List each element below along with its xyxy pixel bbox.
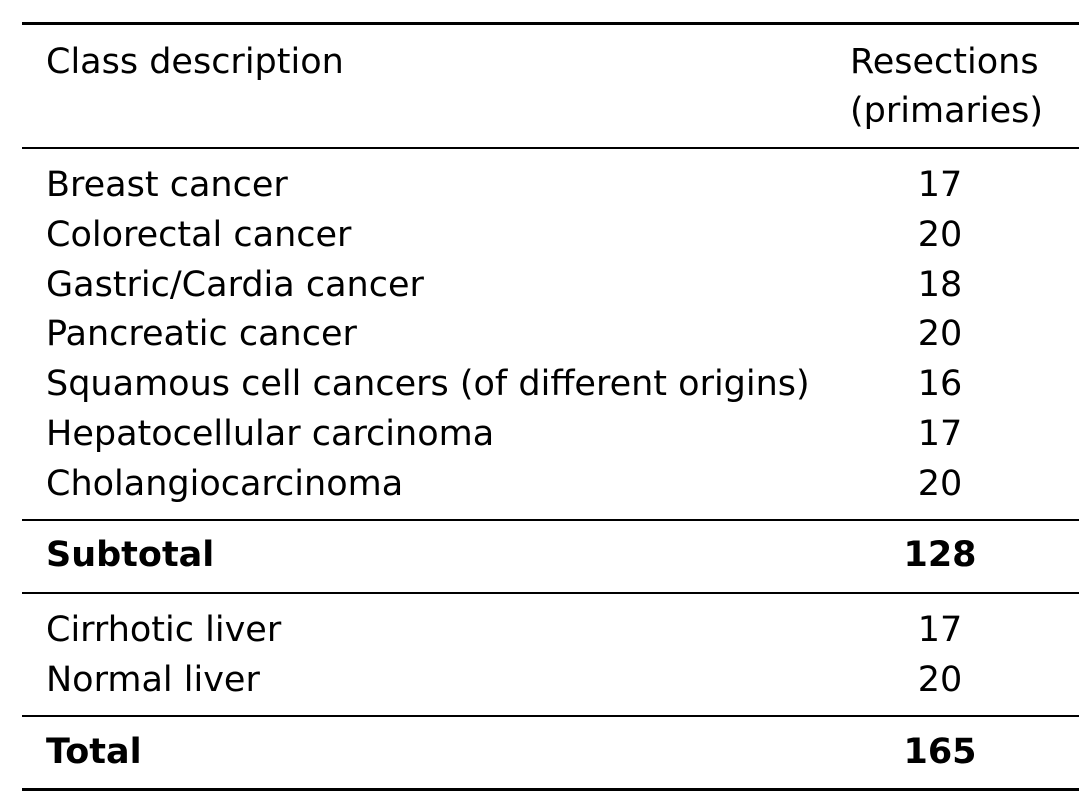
total-rule xyxy=(22,715,1079,717)
subtotal-label: Subtotal xyxy=(46,535,215,575)
header-rule xyxy=(22,147,1079,149)
header-resections: Resections xyxy=(850,42,1039,82)
total-label: Total xyxy=(46,732,142,772)
table-row-value: 20 xyxy=(917,660,963,700)
table-row-label: Normal liver xyxy=(46,660,260,700)
header-primaries: (primaries) xyxy=(850,91,1044,131)
table-row-value: 18 xyxy=(917,265,963,305)
table-row-label: Colorectal cancer xyxy=(46,215,352,255)
table-row-value: 20 xyxy=(917,215,963,255)
header-class-description: Class description xyxy=(46,42,344,82)
table-row-value: 20 xyxy=(917,314,963,354)
bottom-rule xyxy=(22,788,1079,791)
subtotal-value: 128 xyxy=(903,535,977,575)
liver-rule xyxy=(22,592,1079,594)
total-value: 165 xyxy=(903,732,977,772)
table-row-label: Cholangiocarcinoma xyxy=(46,464,404,504)
table-row-value: 16 xyxy=(917,364,963,404)
table-row-value: 20 xyxy=(917,464,963,504)
table-row-label: Gastric/Cardia cancer xyxy=(46,265,424,305)
table-row-value: 17 xyxy=(917,414,963,454)
table-row-label: Breast cancer xyxy=(46,165,288,205)
table-row-label: Pancreatic cancer xyxy=(46,314,357,354)
top-rule xyxy=(22,22,1079,25)
table-row-value: 17 xyxy=(917,165,963,205)
table-row-label: Squamous cell cancers (of different orig… xyxy=(46,364,810,404)
table-row-label: Cirrhotic liver xyxy=(46,610,282,650)
table-row-value: 17 xyxy=(917,610,963,650)
table-row-label: Hepatocellular carcinoma xyxy=(46,414,495,454)
subtotal-rule xyxy=(22,519,1079,521)
